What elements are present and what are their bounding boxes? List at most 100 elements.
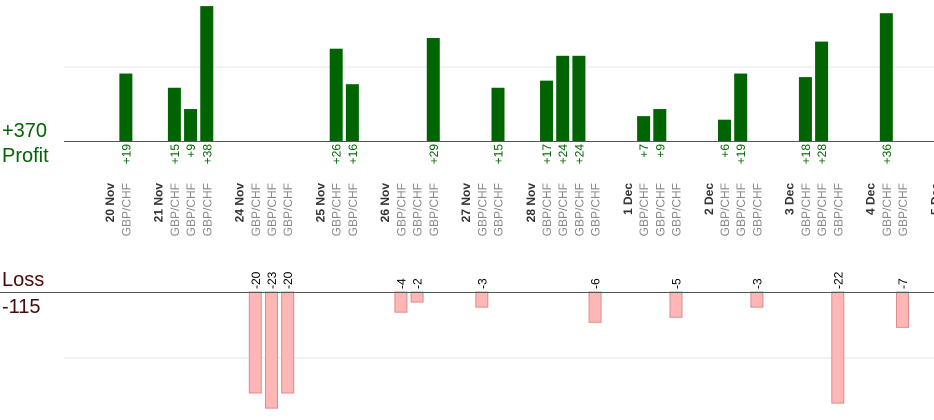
profit-label: Profit xyxy=(2,145,49,167)
pair-label: GBP/CHF xyxy=(653,183,667,236)
loss-value-label: -2 xyxy=(411,278,425,289)
pair-label: GBP/CHF xyxy=(540,183,554,236)
loss-bar xyxy=(475,291,489,308)
profit-value-label: +19 xyxy=(734,144,748,165)
pair-label: GBP/CHF xyxy=(880,183,894,236)
profit-value-label: +28 xyxy=(815,144,829,165)
loss-value-label: -20 xyxy=(249,271,263,289)
profit-bar xyxy=(734,73,748,141)
profit-value-label: +6 xyxy=(718,144,732,158)
pair-label: GBP/CHF xyxy=(750,183,764,236)
profit-bar xyxy=(879,13,893,142)
profit-bar xyxy=(200,6,214,141)
pair-label: GBP/CHF xyxy=(411,183,425,236)
pair-label: GBP/CHF xyxy=(589,183,603,236)
pair-label: GBP/CHF xyxy=(669,183,683,236)
loss-bar xyxy=(394,291,408,313)
pair-label: GBP/CHF xyxy=(394,183,408,236)
pair-label: GBP/CHF xyxy=(346,183,360,236)
loss-total: -115 xyxy=(2,296,41,318)
profit-bar xyxy=(815,41,829,141)
loss-bar xyxy=(896,291,909,328)
date-label: 28 Nov xyxy=(524,183,538,223)
profit-value-label: +29 xyxy=(427,144,441,165)
profit-bar xyxy=(653,109,667,141)
pair-label: GBP/CHF xyxy=(815,183,829,236)
loss-label: Loss xyxy=(2,269,45,291)
loss-bar xyxy=(669,291,683,318)
loss-value-label: -5 xyxy=(669,278,683,289)
profit-bar xyxy=(637,116,651,141)
profit-bar xyxy=(491,87,505,141)
profit-bar xyxy=(426,38,440,141)
date-label: 3 Dec xyxy=(783,183,797,215)
loss-value-label: -23 xyxy=(265,271,279,289)
pair-label: GBP/CHF xyxy=(556,183,570,236)
loss-value-label: -3 xyxy=(750,278,764,289)
profit-bar xyxy=(119,73,133,141)
profit-total: +370 xyxy=(2,120,48,142)
pair-label: GBP/CHF xyxy=(492,183,506,236)
profit-value-label: +9 xyxy=(653,144,667,158)
profit-value-label: +26 xyxy=(330,144,344,165)
profit-value-label: +36 xyxy=(880,144,894,165)
profit-value-label: +7 xyxy=(637,144,651,158)
loss-value-label: -3 xyxy=(475,278,489,289)
profit-value-label: +17 xyxy=(540,144,554,165)
date-label: 2 Dec xyxy=(702,183,716,215)
pair-label: GBP/CHF xyxy=(734,183,748,236)
pair-label: GBP/CHF xyxy=(799,183,813,236)
pair-label: GBP/CHF xyxy=(637,183,651,236)
loss-bar xyxy=(831,291,845,404)
pair-label: GBP/CHF xyxy=(427,183,441,236)
pair-label: GBP/CHF xyxy=(184,183,198,236)
profit-value-label: +18 xyxy=(799,144,813,165)
profit-bar xyxy=(540,80,554,141)
profit-value-label: +15 xyxy=(492,144,506,165)
pair-label: GBP/CHF xyxy=(168,183,182,236)
profit-bar xyxy=(329,48,343,142)
profit-bar xyxy=(798,77,812,141)
loss-bar xyxy=(248,291,262,394)
pair-label: GBP/CHF xyxy=(896,183,910,236)
loss-bar xyxy=(410,291,424,303)
profit-bar xyxy=(345,84,359,141)
pair-label: GBP/CHF xyxy=(572,183,586,236)
pair-label: GBP/CHF xyxy=(330,183,344,236)
pair-label: GBP/CHF xyxy=(475,183,489,236)
pair-label: GBP/CHF xyxy=(281,183,295,236)
loss-bar xyxy=(264,291,278,409)
date-label: 5 Dec xyxy=(928,183,934,215)
date-label: 4 Dec xyxy=(864,183,878,215)
loss-value-label: -20 xyxy=(281,271,295,289)
pair-label: GBP/CHF xyxy=(249,183,263,236)
loss-bar xyxy=(750,291,764,308)
profit-value-label: +15 xyxy=(168,144,182,165)
profit-value-label: +24 xyxy=(572,144,586,165)
profit-value-label: +24 xyxy=(556,144,570,165)
date-label: 25 Nov xyxy=(314,183,328,223)
date-label: 24 Nov xyxy=(233,183,247,223)
pair-label: GBP/CHF xyxy=(718,183,732,236)
pair-label: GBP/CHF xyxy=(265,183,279,236)
pair-label: GBP/CHF xyxy=(200,183,214,236)
loss-value-label: -4 xyxy=(394,278,408,289)
profit-bar xyxy=(184,109,198,141)
pair-label: GBP/CHF xyxy=(119,183,133,236)
date-label: 26 Nov xyxy=(378,183,392,223)
profit-value-label: +19 xyxy=(119,144,133,165)
profit-value-label: +9 xyxy=(184,144,198,158)
date-label: 21 Nov xyxy=(152,183,166,223)
profit-bar xyxy=(167,87,181,141)
loss-bar xyxy=(588,291,602,323)
loss-value-label: -7 xyxy=(896,278,910,289)
date-label: 1 Dec xyxy=(621,183,635,215)
pair-label: GBP/CHF xyxy=(831,183,845,236)
loss-value-label: -6 xyxy=(589,278,603,289)
profit-bar xyxy=(572,55,586,141)
profit-value-label: +38 xyxy=(200,144,214,165)
date-label: 20 Nov xyxy=(103,183,117,223)
profit-value-label: +16 xyxy=(346,144,360,165)
profit-bar xyxy=(718,119,732,141)
